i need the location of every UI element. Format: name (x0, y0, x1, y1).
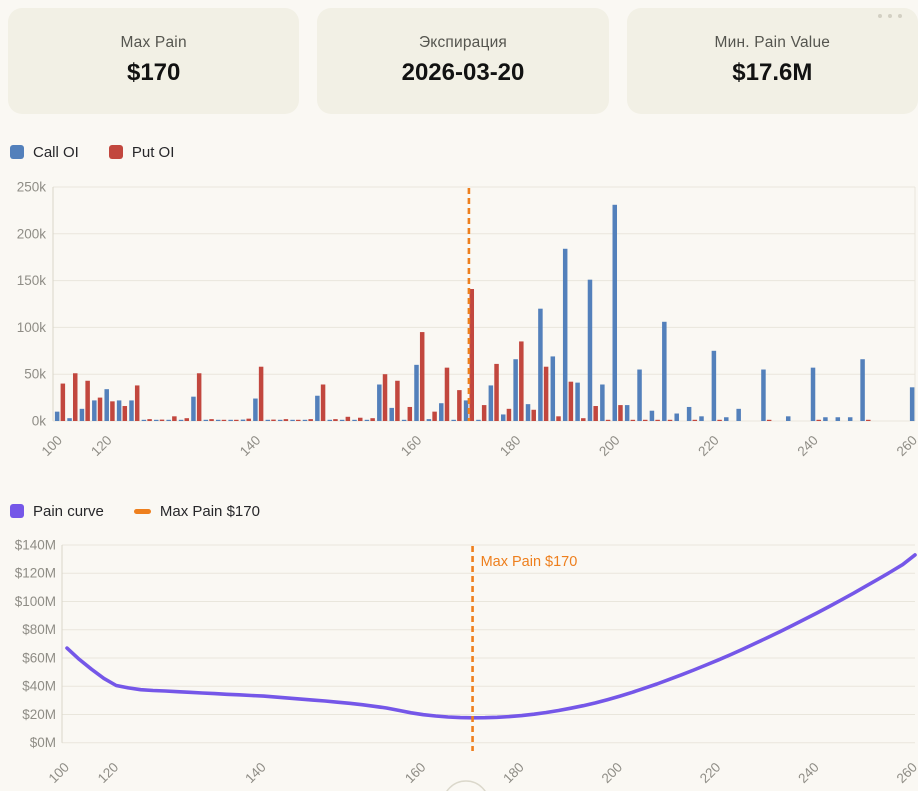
legend-label: Put OI (131, 143, 175, 161)
svg-text:180: 180 (500, 760, 527, 787)
card-title: Max Pain (120, 34, 187, 51)
svg-text:150k: 150k (17, 273, 47, 288)
svg-text:$120M: $120M (15, 566, 56, 581)
svg-text:160: 160 (402, 760, 429, 787)
svg-text:260: 260 (894, 760, 918, 787)
svg-text:180: 180 (497, 433, 524, 460)
svg-text:140: 140 (237, 433, 264, 460)
stat-card-max-pain: Max Pain $170 (8, 8, 300, 114)
legend-pain-curve[interactable]: Pain curve (10, 503, 104, 520)
svg-text:$80M: $80M (22, 622, 56, 637)
oi-bars (54, 204, 915, 421)
svg-text:100k: 100k (17, 320, 47, 335)
legend-put-oi[interactable]: Put OI (108, 143, 175, 161)
svg-text:$140M: $140M (15, 538, 56, 553)
stat-card-expiration: Экспирация 2026-03-20 (317, 8, 609, 114)
svg-text:240: 240 (795, 760, 822, 787)
svg-text:$20M: $20M (22, 707, 56, 722)
stat-cards-row: Max Pain $170 Экспирация 2026-03-20 Мин.… (0, 0, 918, 114)
svg-text:0k: 0k (32, 414, 47, 429)
svg-text:$0M: $0M (30, 735, 56, 750)
bottom-arc-decoration (446, 780, 486, 791)
svg-text:240: 240 (794, 433, 821, 460)
pain-curve-line (65, 553, 917, 720)
legend-max-pain[interactable]: Max Pain $170 (133, 502, 260, 520)
max-pain-dash-icon (133, 508, 151, 514)
card-title: Экспирация (418, 34, 508, 51)
svg-text:$60M: $60M (22, 650, 56, 665)
pain-curve-swatch-icon (10, 504, 24, 518)
card-value: 2026-03-20 (401, 59, 525, 86)
card-value: $17.6M (732, 59, 813, 86)
put-oi-swatch-icon (108, 145, 123, 159)
svg-text:220: 220 (695, 433, 722, 460)
svg-text:50k: 50k (24, 367, 46, 382)
legend-call-oi[interactable]: Call OI (10, 144, 79, 161)
legend-label: Call OI (33, 143, 79, 161)
svg-text:100: 100 (39, 433, 66, 460)
svg-text:$100M: $100M (15, 594, 56, 609)
svg-text:120: 120 (95, 760, 122, 787)
svg-text:200k: 200k (17, 226, 47, 241)
svg-text:120: 120 (88, 433, 115, 460)
svg-text:140: 140 (242, 760, 269, 787)
stat-card-min-pain-value: Мин. Pain Value $17.6M (626, 8, 918, 114)
legend-label: Pain curve (33, 502, 104, 520)
card-title: Мин. Pain Value (714, 34, 831, 51)
svg-text:$40M: $40M (22, 679, 56, 694)
pain-chart-legend: Pain curve Max Pain $170 (0, 500, 918, 522)
legend-label: Max Pain $170 (159, 502, 260, 520)
svg-text:200: 200 (599, 760, 626, 787)
card-value: $170 (126, 59, 181, 86)
call-oi-swatch-icon (10, 145, 24, 159)
svg-text:100: 100 (46, 760, 73, 787)
more-menu-icon[interactable] (874, 10, 906, 22)
svg-text:160: 160 (398, 433, 425, 460)
svg-text:220: 220 (697, 760, 724, 787)
oi-chart-legend: Call OI Put OI (0, 141, 918, 163)
svg-text:250k: 250k (17, 180, 47, 195)
svg-text:200: 200 (596, 433, 623, 460)
max-pain-annotation: Max Pain $170 (481, 554, 578, 570)
open-interest-chart[interactable]: 0k 50k 100k 150k 200k 250k 100 120 140 160 180 200 2… (0, 175, 918, 471)
svg-text:260: 260 (894, 433, 918, 460)
pain-curve-chart[interactable]: $0M $20M $40M $60M $80M $100M $120M $140M Max Pa… (0, 532, 918, 791)
